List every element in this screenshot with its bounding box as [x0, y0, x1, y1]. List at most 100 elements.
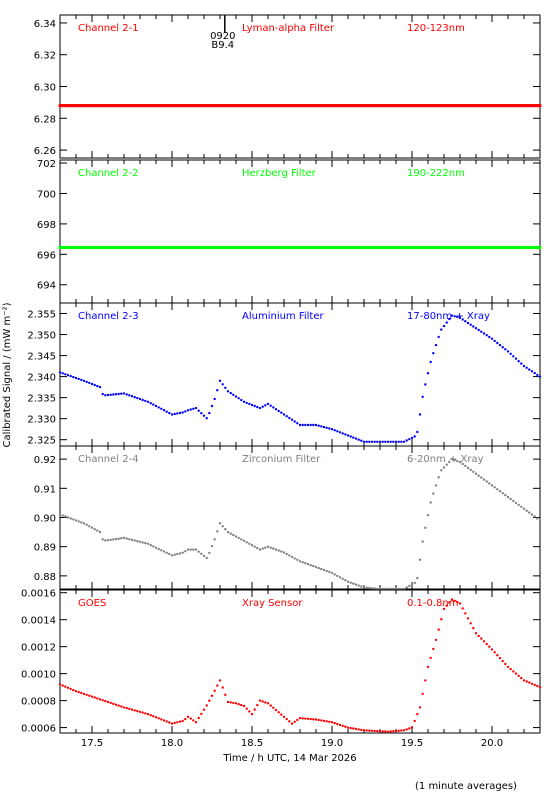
data-point: [354, 437, 358, 440]
data-point: [413, 435, 416, 438]
data-point: [402, 440, 406, 443]
data-point: [269, 546, 272, 549]
data-point: [445, 321, 448, 324]
data-point: [184, 410, 187, 413]
x-tick-label: 17.5: [81, 738, 103, 749]
data-point: [349, 435, 352, 438]
y-tick-label: 0.89: [34, 543, 56, 554]
data-point: [293, 420, 296, 423]
data-point: [437, 335, 440, 339]
data-point: [501, 659, 504, 663]
data-point: [485, 480, 488, 483]
y-axis-label: Calibrated Signal / (mW m⁻²): [2, 302, 13, 447]
data-point: [170, 554, 174, 557]
data-point: [490, 484, 494, 487]
y-tick-label: 6.30: [34, 83, 56, 94]
data-point: [517, 674, 520, 678]
data-point: [389, 440, 392, 443]
data-point: [64, 515, 67, 518]
data-point: [506, 350, 510, 353]
data-point: [237, 397, 240, 400]
data-point: [194, 548, 198, 551]
data-point: [181, 719, 184, 723]
data-point: [538, 685, 542, 689]
panel-band-label: 0.1-0.8nm: [407, 598, 459, 609]
data-point: [464, 612, 467, 615]
data-point: [248, 542, 251, 545]
data-point: [122, 392, 126, 395]
data-point: [458, 316, 462, 319]
data-point: [205, 556, 208, 560]
data-point: [477, 328, 480, 332]
data-point: [149, 714, 152, 717]
data-point: [330, 571, 334, 575]
data-point: [226, 530, 230, 534]
data-point: [128, 394, 131, 397]
data-point: [130, 538, 134, 542]
data-point: [304, 562, 307, 565]
data-point: [141, 398, 144, 402]
data-point: [520, 505, 523, 508]
data-point: [266, 402, 270, 406]
data-point: [77, 377, 80, 381]
data-point: [200, 552, 203, 555]
data-point: [429, 360, 432, 364]
data-point: [288, 554, 291, 557]
data-point: [338, 723, 342, 727]
data-point: [173, 553, 176, 556]
data-point: [264, 546, 267, 549]
data-point: [320, 425, 323, 428]
y-tick-label: 2.345: [27, 352, 56, 363]
data-point: [85, 523, 88, 526]
data-series: [58, 104, 542, 108]
y-tick-label: 6.34: [34, 19, 56, 30]
data-point: [106, 393, 110, 397]
y-tick-label: 0.90: [34, 514, 56, 525]
data-point: [218, 379, 222, 382]
data-point: [312, 564, 315, 568]
data-point: [429, 656, 432, 660]
data-point: [528, 511, 531, 514]
data-point: [61, 372, 64, 375]
data-point: [197, 550, 200, 553]
panel-frame: [59, 159, 541, 304]
data-point: [421, 540, 424, 543]
y-tick-label: 0.0016: [21, 589, 56, 600]
data-point: [456, 459, 459, 463]
data-point: [88, 381, 91, 385]
data-point: [458, 460, 462, 464]
data-point: [61, 514, 64, 517]
data-point: [520, 676, 523, 680]
data-point: [341, 432, 344, 435]
y-tick-label: 6.28: [34, 114, 56, 125]
data-point: [221, 525, 224, 528]
data-point: [74, 519, 78, 522]
data-point: [178, 552, 182, 555]
data-point: [493, 651, 496, 654]
data-point: [376, 587, 379, 590]
data-series: [58, 598, 542, 733]
data-point: [157, 717, 160, 720]
data-point: [389, 730, 392, 733]
data-point: [381, 730, 384, 733]
data-point: [168, 552, 171, 556]
data-point: [173, 721, 176, 725]
data-point: [232, 393, 235, 396]
data-point: [80, 521, 83, 524]
data-point: [418, 413, 422, 416]
data-point: [458, 602, 462, 605]
footnote-averages: (1 minute averages): [415, 781, 517, 792]
data-point: [192, 407, 195, 410]
data-point: [154, 404, 158, 408]
data-point: [272, 706, 275, 709]
data-point: [432, 647, 435, 651]
data-point: [82, 692, 86, 696]
data-point: [192, 548, 195, 551]
panel-band-label: 120-123nm: [407, 23, 465, 34]
data-point: [325, 720, 328, 723]
data-point: [253, 404, 256, 408]
data-point: [456, 600, 459, 604]
data-point: [202, 708, 206, 711]
data-point: [360, 585, 363, 588]
data-point: [512, 355, 515, 358]
